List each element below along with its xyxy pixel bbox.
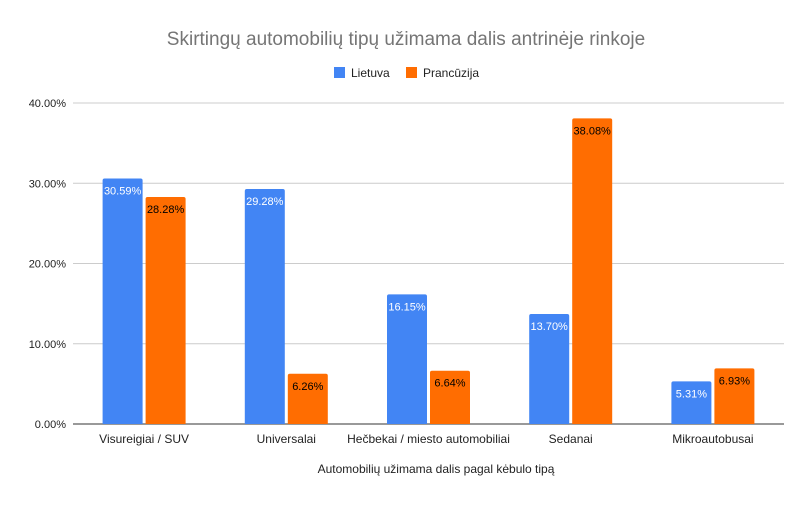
x-axis-label: Automobilių užimama dalis pagal kėbulo t… — [318, 462, 555, 476]
data-label-lietuva-mikroautobusai: 5.31% — [676, 388, 707, 400]
data-label-lietuva-sedanai: 13.70% — [531, 321, 569, 333]
data-label-lietuva-universalai: 29.28% — [246, 196, 284, 208]
bar-lietuva-universalai — [244, 189, 285, 424]
data-label-prancuzija-sedanai: 38.08% — [574, 125, 612, 137]
y-tick-label: 40.00% — [29, 98, 67, 110]
data-label-prancuzija-mikroautobusai: 6.93% — [719, 375, 750, 387]
legend-swatch-prancuzija — [406, 67, 417, 78]
x-tick-label-mikroautobusai: Mikroautobusai — [672, 432, 753, 446]
data-label-prancuzija-visureigiai-suv: 28.28% — [147, 204, 185, 216]
bar-prancuzija-visureigiai-suv — [145, 197, 186, 424]
bar-prancuzija-mikroautobusai — [714, 368, 755, 424]
data-label-lietuva-visureigiai-suv: 30.59% — [104, 186, 142, 198]
bar-lietuva-sedanai — [529, 314, 570, 424]
legend-label-lietuva: Lietuva — [351, 66, 390, 80]
x-axis-ticks: Visureigiai / SUV Universalai Hečbekai / m… — [99, 432, 753, 446]
legend: Lietuva Prancūzija — [334, 66, 479, 80]
x-tick-label-hecbekai-miesto-automobiliai: Hečbekai / miesto automobiliai — [347, 432, 510, 446]
x-tick-label-visureigiai-suv: Visureigiai / SUV — [99, 432, 189, 446]
bar-lietuva-visureigiai-suv — [102, 178, 143, 424]
legend-label-prancuzija: Prancūzija — [423, 66, 479, 80]
data-label-prancuzija-universalai: 6.26% — [292, 381, 323, 393]
legend-swatch-lietuva — [334, 67, 345, 78]
data-label-lietuva-hecbekai-miesto-automobiliai: 16.15% — [388, 301, 426, 313]
grid — [73, 102, 784, 425]
bar-prancuzija-hecbekai-miesto-automobiliai — [430, 370, 470, 424]
y-tick-label: 10.00% — [29, 339, 67, 351]
chart-title: Skirtingų automobilių tipų užimama dalis… — [167, 29, 645, 50]
x-tick-label-sedanai: Sedanai — [549, 432, 593, 446]
bar-prancuzija-universalai — [287, 373, 328, 424]
x-tick-label-universalai: Universalai — [257, 432, 316, 446]
y-axis-ticks: 0.00% 10.00% 20.00% 30.00% 40.00% — [29, 98, 67, 431]
data-labels: 30.59% 28.28% 29.28% 6.26% 16.15% 6.64% 13.70%… — [104, 125, 750, 400]
y-tick-label: 20.00% — [29, 259, 67, 271]
bars — [102, 118, 755, 425]
bar-lietuva-mikroautobusai — [671, 381, 712, 424]
y-tick-label: 0.00% — [35, 419, 66, 431]
bar-lietuva-hecbekai-miesto-automobiliai — [387, 294, 427, 424]
bar-prancuzija-sedanai — [572, 118, 613, 425]
y-tick-label: 30.00% — [29, 178, 67, 190]
data-label-prancuzija-hecbekai-miesto-automobiliai: 6.64% — [434, 378, 465, 390]
